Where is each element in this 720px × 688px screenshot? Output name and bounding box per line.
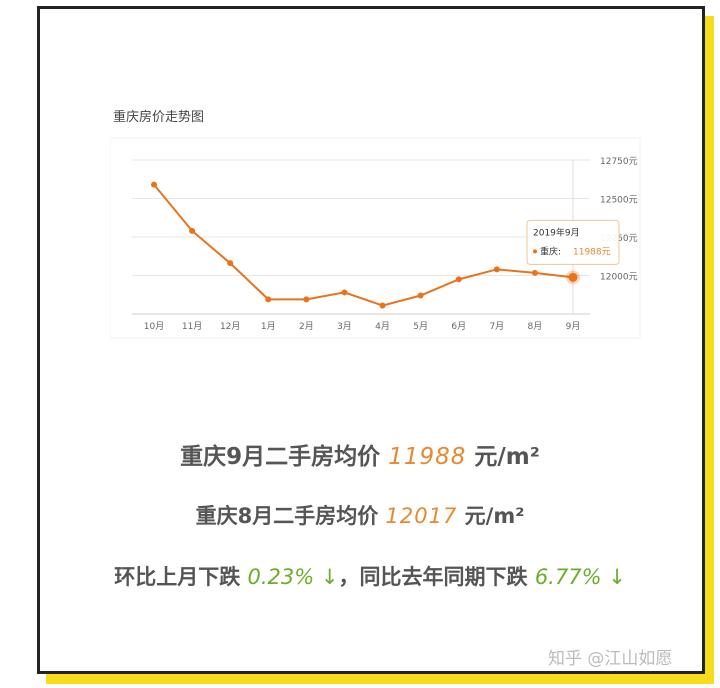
tooltip-marker — [533, 249, 537, 254]
x-tick-label: 10月 — [144, 321, 164, 332]
x-tick-label: 11月 — [182, 321, 202, 332]
y-tick-label: 12500元 — [600, 196, 638, 206]
sept-price: 11988 — [388, 444, 467, 470]
x-tick-label: 1月 — [261, 321, 276, 332]
x-tick-label: 5月 — [413, 321, 428, 332]
yoy-change: 6.77% ↓ — [534, 565, 626, 589]
data-point — [531, 269, 538, 276]
x-tick-label: 4月 — [375, 321, 390, 332]
x-tick-label: 3月 — [337, 321, 352, 332]
mom-change: 0.23% ↓ — [247, 565, 339, 589]
x-tick-label: 2月 — [299, 321, 314, 332]
tooltip-value: 11988元 — [573, 247, 611, 257]
tooltip-box — [526, 219, 620, 265]
data-point — [568, 272, 578, 282]
aug-price: 12017 — [385, 504, 458, 528]
data-point — [189, 227, 196, 234]
data-point — [341, 289, 348, 296]
data-point — [151, 181, 157, 188]
change-line: 环比上月下跌 0.23% ↓，同比去年同期下跌 6.77% ↓ — [114, 565, 626, 589]
x-tick-label: 6月 — [451, 321, 466, 332]
y-tick-label: 12750元 — [600, 157, 638, 167]
data-point — [227, 260, 234, 267]
chart-title: 重庆房价走势图 — [113, 110, 205, 125]
data-point — [493, 266, 500, 273]
tooltip-series: 重庆: — [540, 245, 561, 257]
series-line — [153, 184, 574, 307]
watermark: 知乎 @江山如愿 — [548, 649, 673, 669]
sept-price-line: 重庆9月二手房均价 11988 元/m² — [180, 444, 540, 470]
x-tick-label: 9月 — [566, 321, 581, 332]
y-tick-label: 12000元 — [600, 273, 638, 283]
card-frame — [37, 6, 705, 674]
x-tick-label: 12月 — [220, 321, 240, 332]
tooltip-title: 2019年9月 — [533, 226, 580, 238]
data-point — [265, 296, 272, 303]
data-point — [379, 302, 386, 309]
data-point — [303, 296, 310, 303]
price-trend-chart: 12000元12250元12500元12750元10月11月12月1月2月3月4… — [110, 137, 641, 339]
aug-price-line: 重庆8月二手房均价 12017 元/m² — [195, 504, 525, 528]
x-tick-label: 7月 — [489, 321, 504, 332]
data-point — [417, 292, 424, 299]
data-point — [455, 276, 462, 283]
x-tick-label: 8月 — [528, 321, 543, 332]
